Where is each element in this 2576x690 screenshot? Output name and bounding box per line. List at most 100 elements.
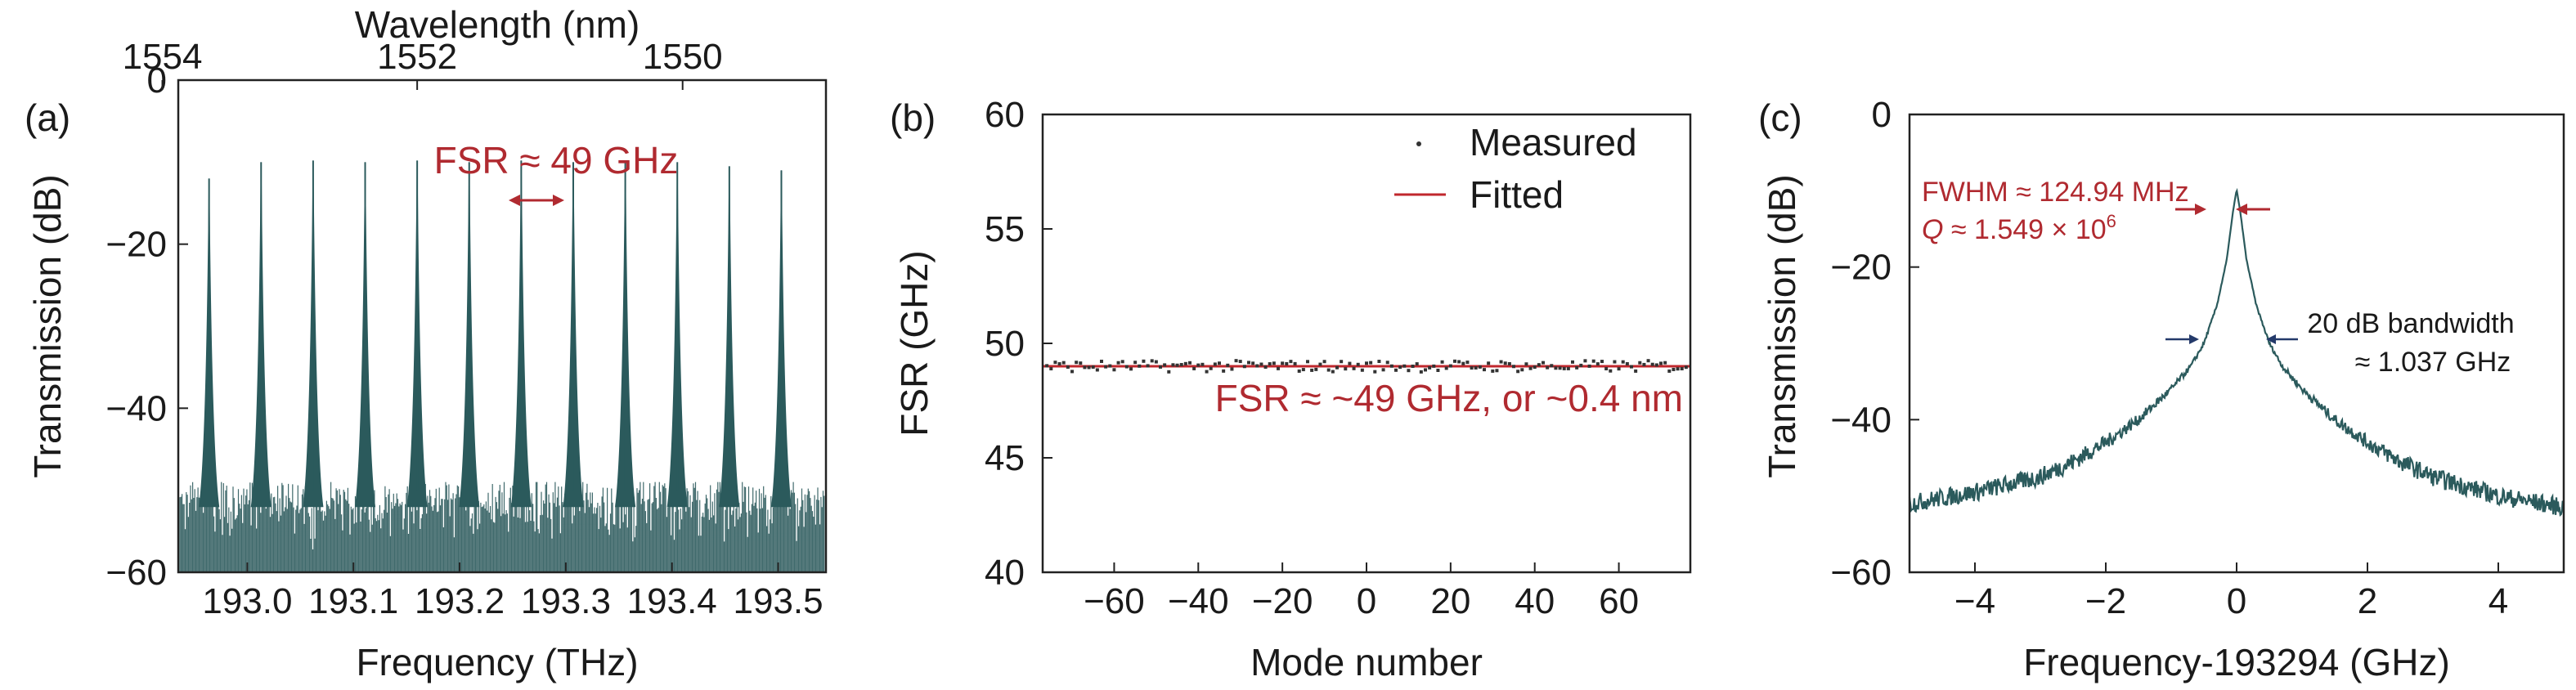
panel-b-measured-point: [1407, 369, 1411, 373]
panel-b-measured-point: [1516, 370, 1520, 374]
panel-b-measured-point: [1079, 361, 1083, 365]
bandwidth-annotation-line1: 20 dB bandwidth: [2307, 308, 2514, 339]
panel-b-measured-point: [1061, 361, 1066, 365]
panel-b-measured-point: [1478, 365, 1482, 369]
panel-b-measured-point: [1310, 368, 1314, 372]
panel-b-measured-point: [1650, 362, 1654, 366]
panel-a-x-tick-label: 193.5: [734, 581, 824, 621]
panel-c-x-tick-label: 4: [2488, 581, 2508, 621]
panel-c: (c) −4 −2 0 2 4−60−40−200 Frequency-193294 (…: [1758, 95, 2565, 683]
panel-a: (a) Wavelength (nm) 193.0 193.1 193.2 193.3…: [25, 3, 828, 683]
panel-b-measured-point: [1432, 364, 1436, 368]
panel-a-resonance-peak: [406, 160, 428, 508]
panel-c-plot-area: [1908, 187, 2565, 518]
panel-b-measured-point: [1428, 365, 1432, 370]
panel-b-measured-point: [1604, 367, 1609, 371]
panel-b-measured-point: [1600, 360, 1604, 364]
panel-c-x-tick-label: 2: [2358, 581, 2377, 621]
panel-b-measured-point: [1167, 370, 1171, 374]
panel-b-measured-point: [1550, 364, 1554, 368]
bandwidth-arrows: [2165, 334, 2298, 344]
panel-b: (b) −60 −40 −20 0 20 40 60 40 45 50 55 60 Mode numb…: [890, 95, 1692, 683]
panel-b-measured-point: [1209, 366, 1213, 370]
panel-c-label: (c): [1758, 96, 1802, 139]
panel-a-resonance-peak: [354, 162, 376, 508]
panel-b-measured-point: [1196, 363, 1200, 367]
panel-a-resonance-peak: [303, 160, 324, 508]
panel-b-measured-point: [1634, 369, 1638, 373]
panel-a-y-tick-label: 0: [147, 60, 167, 101]
panel-b-measured-point: [1297, 369, 1301, 373]
panel-b-measured-point: [1352, 366, 1356, 370]
panel-b-measured-point: [1373, 370, 1377, 374]
panel-b-measured-point: [1453, 359, 1456, 363]
panel-a-fsr-arrow: [509, 195, 564, 206]
panel-b-measured-point: [1314, 367, 1318, 371]
panel-b-measured-point: [1179, 363, 1183, 367]
panel-b-measured-point: [1070, 370, 1074, 374]
panel-b-measured-point: [1419, 370, 1423, 374]
panel-b-measured-point: [1251, 361, 1255, 365]
panel-b-measured-point: [1281, 361, 1285, 365]
panel-b-measured-point: [1108, 364, 1112, 368]
panel-b-measured-point: [1124, 365, 1129, 369]
panel-b-measured-point: [1587, 364, 1591, 368]
panel-a-y-tick-label: −60: [105, 553, 167, 593]
panel-b-measured-point: [1474, 365, 1478, 370]
fwhm-arrows: [2175, 204, 2270, 215]
panel-b-measured-point: [1654, 363, 1658, 367]
panel-b-measured-point: [1356, 362, 1360, 366]
panel-b-x-tick-label: −20: [1252, 581, 1313, 621]
panel-c-y-tick-label: −20: [1830, 248, 1892, 288]
panel-b-measured-point: [1331, 370, 1335, 374]
panel-b-measured-point: [1360, 368, 1364, 372]
panel-b-label: (b): [890, 96, 936, 139]
panel-b-measured-point: [1609, 369, 1613, 373]
panel-b-measured-point: [1066, 365, 1070, 369]
panel-b-measured-point: [1200, 362, 1205, 366]
panel-a-x-tick-label: 193.1: [308, 581, 398, 621]
panel-b-measured-point: [1259, 362, 1263, 366]
panel-b-x-axis-label: Mode number: [1250, 641, 1483, 683]
panel-b-measured-point: [1663, 361, 1667, 365]
panel-b-measured-point: [1595, 362, 1600, 366]
panel-b-measured-point: [1238, 360, 1242, 364]
panel-b-measured-point: [1150, 359, 1154, 363]
panel-b-measured-point: [1613, 360, 1617, 364]
panel-b-measured-point: [1491, 369, 1495, 373]
panel-b-x-tick-label: −60: [1084, 581, 1145, 621]
panel-b-measured-point: [1470, 366, 1474, 370]
panel-b-measured-point: [1091, 365, 1095, 369]
panel-b-y-axis-label: FSR (GHz): [893, 250, 936, 436]
panel-a-ticks: 193.0 193.1 193.2 193.3 193.4 193.5 −60 −40 −20 0…: [105, 37, 823, 621]
panel-b-measured-point: [1684, 365, 1688, 370]
panel-b-measured-point: [1183, 361, 1187, 365]
panel-b-measured-point: [1503, 361, 1507, 365]
panel-b-measured-point: [1394, 368, 1398, 372]
panel-b-measured-point: [1377, 360, 1381, 364]
panel-b-measured-point: [1116, 361, 1120, 365]
panel-b-measured-point: [1146, 364, 1150, 368]
panel-b-measured-point: [1188, 361, 1192, 365]
panel-b-measured-point: [1402, 364, 1407, 368]
panel-b-measured-point: [1642, 362, 1646, 366]
panel-b-measured-point: [1520, 368, 1524, 372]
panel-b-measured-point: [1344, 367, 1348, 371]
panel-a-resonance-peak: [510, 160, 532, 508]
panel-a-x-tick-label: 193.2: [415, 581, 505, 621]
panel-b-measured-point: [1457, 360, 1461, 364]
panel-b-measured-point: [1095, 368, 1099, 372]
panel-c-y-tick-label: −40: [1830, 400, 1892, 440]
panel-b-measured-point: [1053, 361, 1057, 365]
panel-b-measured-point: [1133, 361, 1138, 365]
panel-b-measured-point: [1301, 368, 1305, 372]
panel-b-y-tick-label: 45: [985, 438, 1025, 478]
panel-b-measured-point: [1436, 368, 1440, 372]
panel-b-measured-point: [1213, 362, 1217, 366]
panel-c-y-tick-label: −60: [1830, 553, 1892, 593]
panel-a-x-tick-label: 193.3: [521, 581, 611, 621]
panel-b-measured-point: [1112, 368, 1116, 372]
panel-b-measured-point: [1365, 361, 1368, 365]
legend-fitted-label: Fitted: [1470, 173, 1564, 216]
panel-b-measured-point: [1440, 360, 1444, 364]
